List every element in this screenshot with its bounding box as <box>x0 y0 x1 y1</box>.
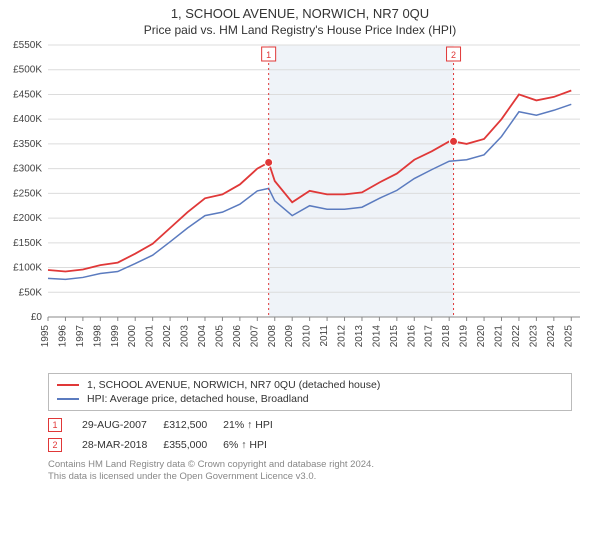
svg-text:£250K: £250K <box>13 188 42 199</box>
svg-text:2000: 2000 <box>127 325 138 348</box>
tx-price: £355,000 <box>163 435 223 455</box>
chart: £0 £50K £100K £150K £200K £250K £300K £350K £400… <box>0 37 600 367</box>
svg-text:1: 1 <box>266 50 271 60</box>
legend-swatch <box>57 398 79 400</box>
svg-text:2017: 2017 <box>424 325 435 348</box>
legend-label: HPI: Average price, detached house, Broa… <box>87 393 309 405</box>
page-subtitle: Price paid vs. HM Land Registry's House … <box>0 23 600 37</box>
svg-text:1997: 1997 <box>75 325 86 348</box>
page-title: 1, SCHOOL AVENUE, NORWICH, NR7 0QU <box>0 6 600 21</box>
tx-delta: 6% ↑ HPI <box>223 435 289 455</box>
chart-svg: £0 £50K £100K £150K £200K £250K £300K £350K £400… <box>0 37 600 367</box>
svg-text:2007: 2007 <box>249 325 260 348</box>
svg-text:2010: 2010 <box>302 325 313 348</box>
svg-text:2013: 2013 <box>354 325 365 348</box>
svg-text:£500K: £500K <box>13 65 42 76</box>
svg-text:2020: 2020 <box>476 325 487 348</box>
svg-text:1996: 1996 <box>57 325 68 348</box>
svg-text:2023: 2023 <box>528 325 539 348</box>
svg-text:2019: 2019 <box>459 325 470 348</box>
svg-text:1999: 1999 <box>110 325 121 348</box>
tx-date: 29-AUG-2007 <box>82 415 163 435</box>
transaction-table: 1 29-AUG-2007 £312,500 21% ↑ HPI 2 28-MA… <box>48 415 289 455</box>
svg-text:2018: 2018 <box>441 325 452 348</box>
table-row: 1 29-AUG-2007 £312,500 21% ↑ HPI <box>48 415 289 435</box>
svg-text:£450K: £450K <box>13 89 42 100</box>
legend-swatch <box>57 384 79 386</box>
marker-icon: 2 <box>48 438 62 452</box>
legend-label: 1, SCHOOL AVENUE, NORWICH, NR7 0QU (deta… <box>87 379 380 391</box>
svg-text:2022: 2022 <box>511 325 522 348</box>
svg-text:£300K: £300K <box>13 164 42 175</box>
tx-price: £312,500 <box>163 415 223 435</box>
svg-text:2001: 2001 <box>145 325 156 348</box>
svg-text:2009: 2009 <box>284 325 295 348</box>
svg-text:£0: £0 <box>31 312 43 323</box>
svg-text:£50K: £50K <box>19 287 43 298</box>
svg-text:2025: 2025 <box>563 325 574 348</box>
svg-text:£200K: £200K <box>13 213 42 224</box>
svg-text:£550K: £550K <box>13 40 42 51</box>
svg-text:2008: 2008 <box>267 325 278 348</box>
tx-date: 28-MAR-2018 <box>82 435 163 455</box>
svg-text:2014: 2014 <box>371 325 382 348</box>
svg-text:2024: 2024 <box>546 325 557 348</box>
svg-text:£100K: £100K <box>13 263 42 274</box>
svg-text:£400K: £400K <box>13 114 42 125</box>
svg-text:2016: 2016 <box>406 325 417 348</box>
legend: 1, SCHOOL AVENUE, NORWICH, NR7 0QU (deta… <box>48 373 572 411</box>
footer-line: This data is licensed under the Open Gov… <box>48 471 572 483</box>
svg-text:2002: 2002 <box>162 325 173 348</box>
svg-text:2015: 2015 <box>389 325 400 348</box>
footer: Contains HM Land Registry data © Crown c… <box>48 459 572 484</box>
svg-text:2: 2 <box>451 50 456 60</box>
marker-icon: 1 <box>48 418 62 432</box>
svg-text:2005: 2005 <box>214 325 225 348</box>
svg-text:£150K: £150K <box>13 238 42 249</box>
svg-text:2021: 2021 <box>494 325 505 348</box>
footer-line: Contains HM Land Registry data © Crown c… <box>48 459 572 471</box>
legend-item: HPI: Average price, detached house, Broa… <box>57 392 563 406</box>
svg-text:2011: 2011 <box>319 325 330 347</box>
svg-text:2006: 2006 <box>232 325 243 348</box>
legend-item: 1, SCHOOL AVENUE, NORWICH, NR7 0QU (deta… <box>57 378 563 392</box>
svg-text:£350K: £350K <box>13 139 42 150</box>
tx-delta: 21% ↑ HPI <box>223 415 289 435</box>
svg-text:2004: 2004 <box>197 325 208 348</box>
table-row: 2 28-MAR-2018 £355,000 6% ↑ HPI <box>48 435 289 455</box>
svg-text:1995: 1995 <box>40 325 51 348</box>
svg-text:1998: 1998 <box>92 325 103 348</box>
svg-text:2003: 2003 <box>180 325 191 348</box>
svg-text:2012: 2012 <box>337 325 348 348</box>
